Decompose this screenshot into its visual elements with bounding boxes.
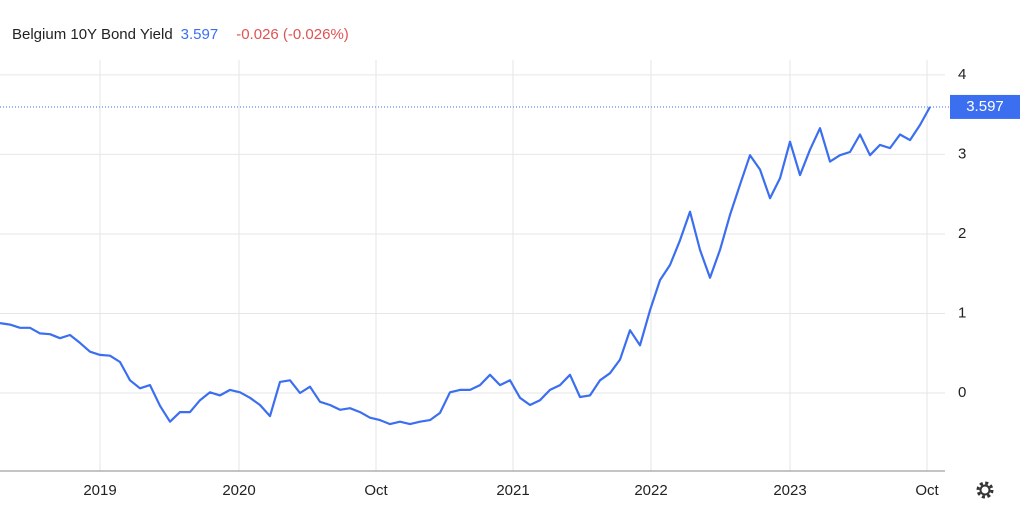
x-tick-label: 2020	[222, 482, 255, 499]
change: -0.026 (-0.026%)	[236, 26, 349, 43]
y-tick-label: 0	[958, 384, 966, 401]
settings-icon[interactable]	[976, 481, 994, 499]
last-value-tag	[950, 94, 1020, 119]
x-tick-label: Oct	[915, 482, 939, 499]
x-tick-label: 2019	[83, 482, 116, 499]
x-tick-label: Oct	[364, 482, 388, 499]
y-tick-label: 2	[958, 225, 966, 242]
last-value-tag-label: 3.597	[966, 98, 1004, 115]
y-tick-label: 3	[958, 145, 966, 162]
last-value: 3.597	[181, 26, 219, 43]
x-tick-label: 2022	[634, 482, 667, 499]
price-line	[0, 106, 931, 426]
chart-title: Belgium 10Y Bond Yield	[12, 26, 173, 43]
gear-body	[979, 484, 991, 496]
y-tick-label: 4	[958, 66, 966, 83]
grid	[0, 60, 945, 471]
gear-teeth	[976, 481, 994, 499]
x-tick-label: 2021	[496, 482, 529, 499]
y-tick-label: 1	[958, 304, 966, 321]
x-tick-label: 2023	[773, 482, 806, 499]
